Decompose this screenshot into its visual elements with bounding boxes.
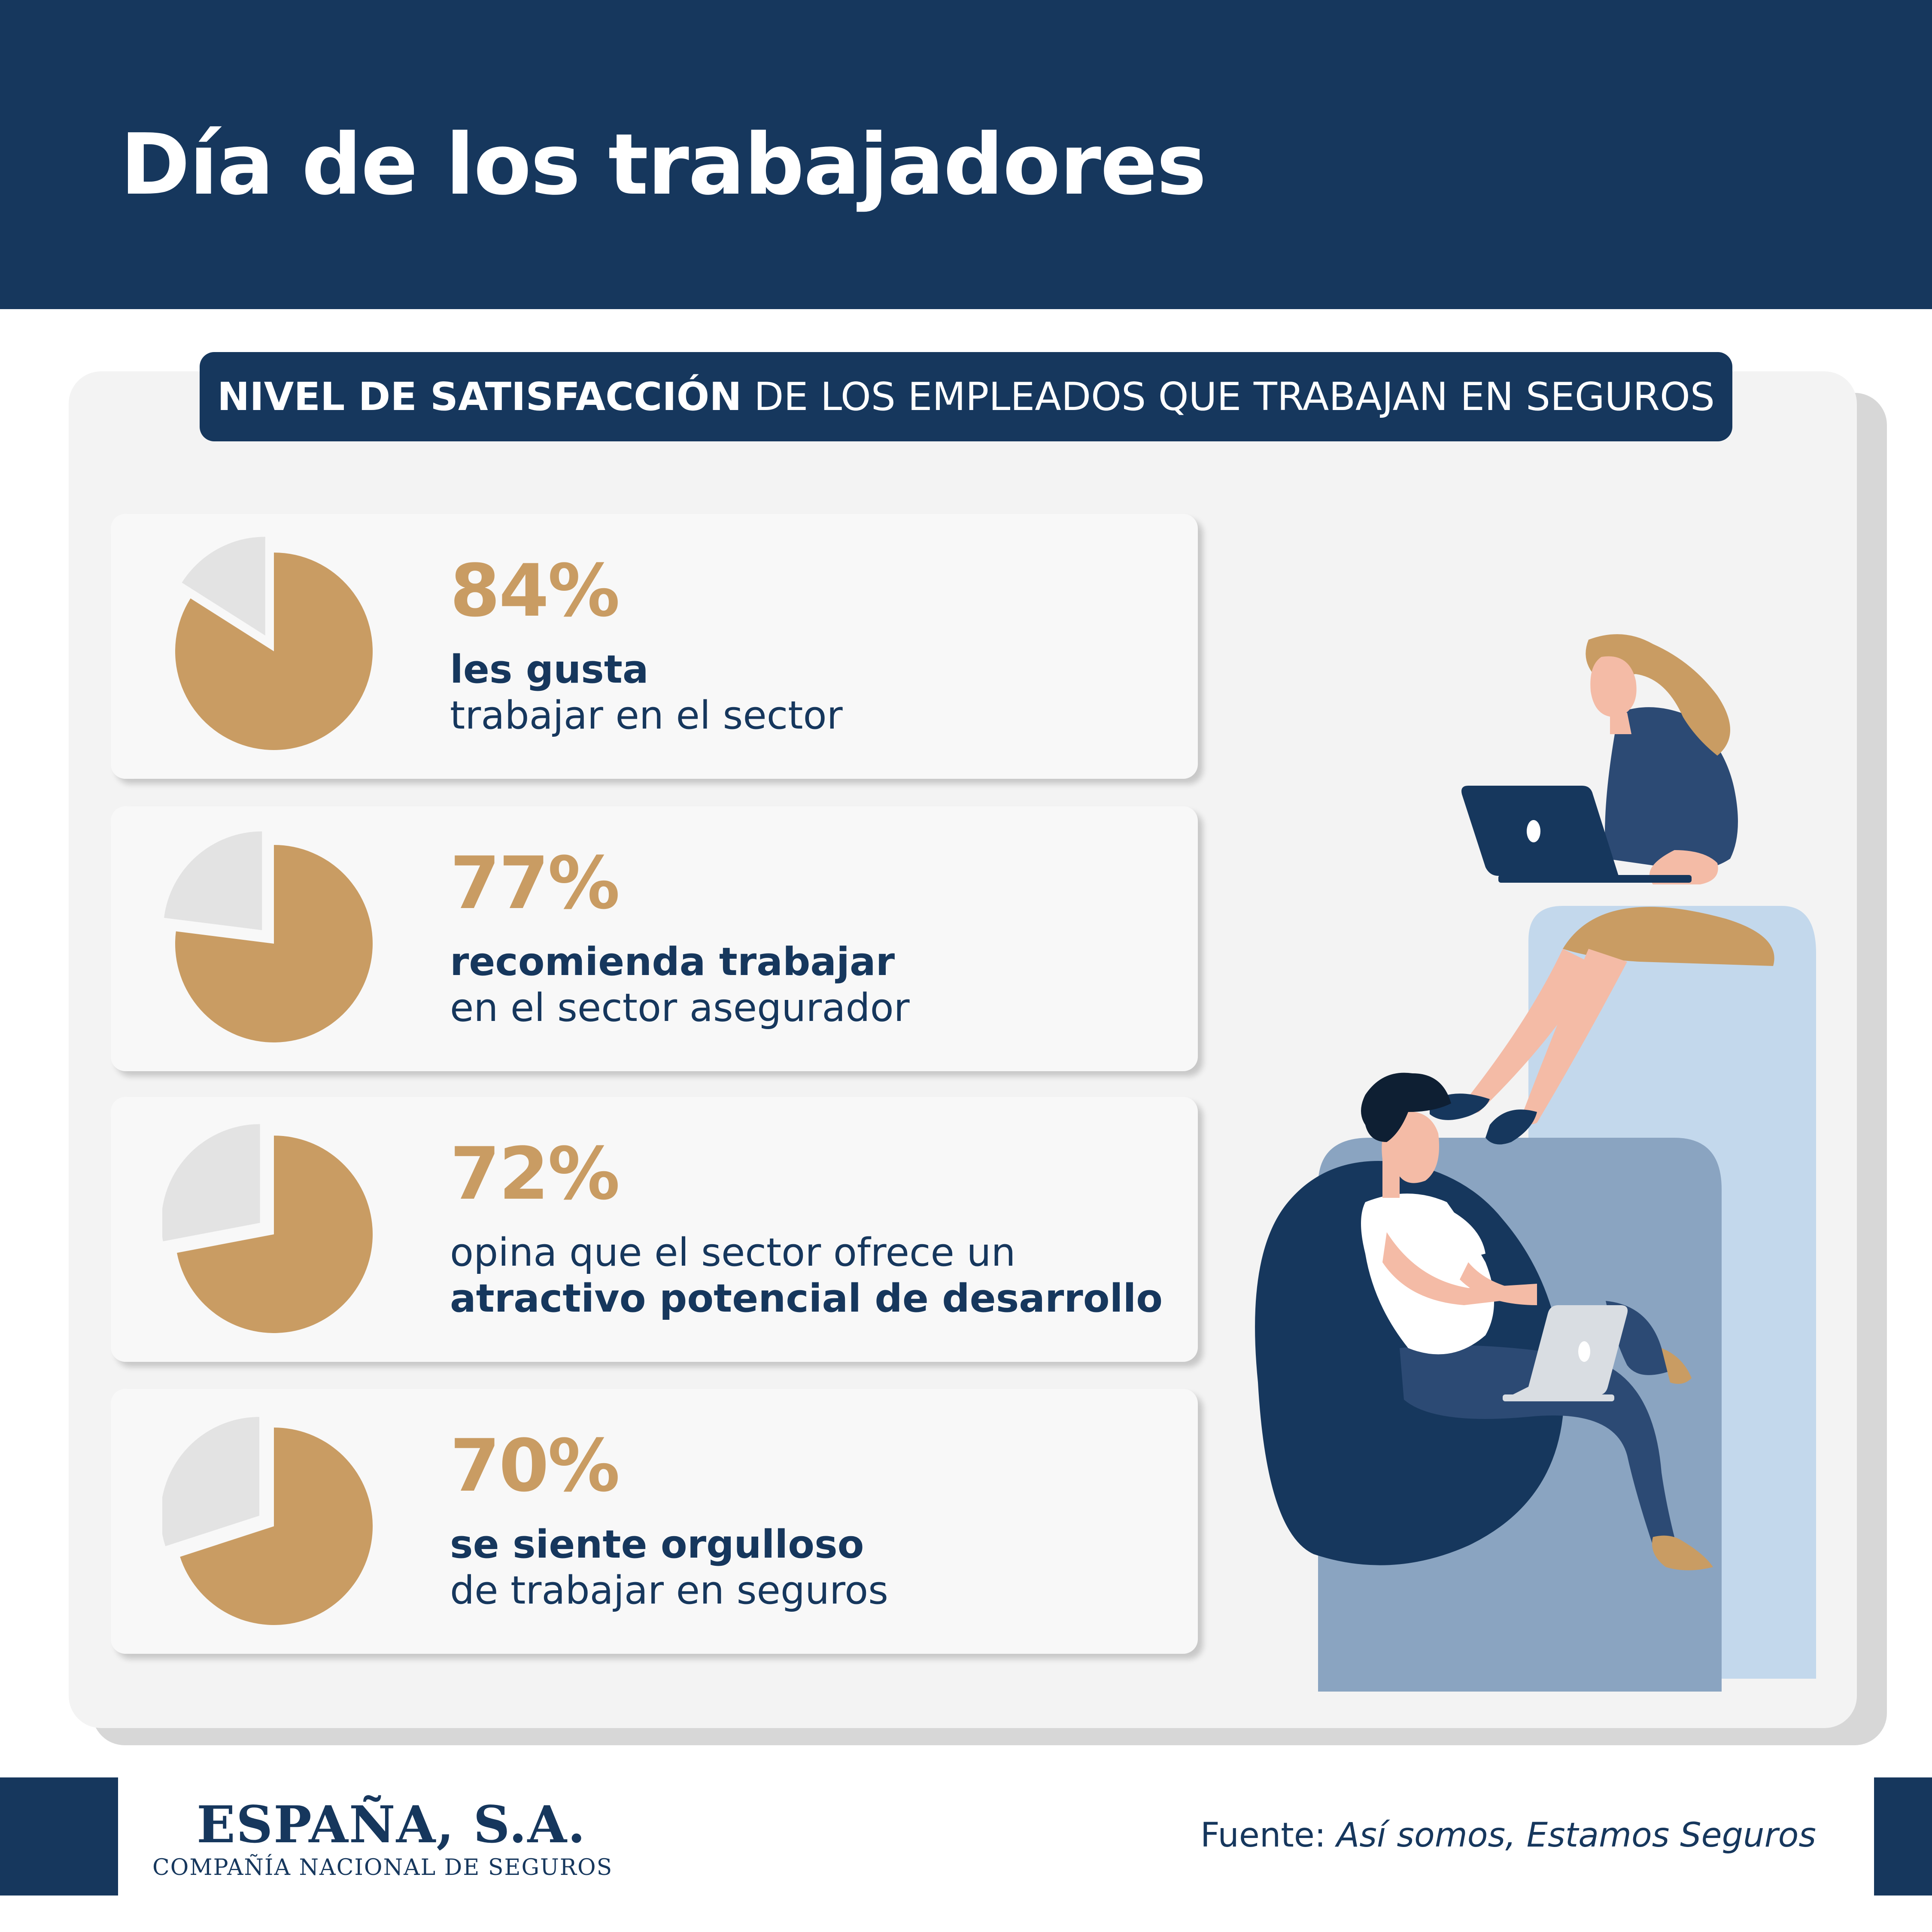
woman-figure — [1430, 634, 1774, 1145]
stat-line-1: se siente orgulloso — [450, 1522, 864, 1567]
stat-percentage: 72% — [450, 1132, 620, 1216]
laptop-icon — [1511, 1305, 1628, 1395]
pie-chart — [175, 537, 373, 750]
pie-chart — [162, 1124, 373, 1333]
brand-subtitle: COMPAÑÍA NACIONAL DE SEGUROS — [152, 1855, 613, 1880]
workers-illustration — [1255, 634, 1816, 1692]
stat-percentage: 77% — [450, 841, 620, 925]
stat-line-1: opina que el sector ofrece un — [450, 1230, 1016, 1275]
brand-logo-text: ESPAÑA, S.A. — [197, 1795, 586, 1854]
page-title: Día de los trabajadores — [120, 116, 1206, 214]
stat-card: 84% les gusta trabajar en el sector — [111, 514, 1198, 779]
source-citation: Fuente: Así somos, Estamos Seguros — [1200, 1816, 1816, 1855]
subtitle-bold: NIVEL DE SATISFACCIÓN — [217, 374, 742, 419]
footer-accent-left — [0, 1777, 118, 1896]
subtitle-rest: DE LOS EMPLEADOS QUE TRABAJAN EN SEGUROS — [741, 374, 1715, 419]
pie-slice-value — [175, 845, 373, 1042]
stat-line-2: en el sector asegurador — [450, 985, 910, 1030]
stat-line-1: recomienda trabajar — [450, 939, 895, 984]
man-figure — [1255, 1072, 1713, 1571]
stat-card: 77% recomienda trabajar en el sector ase… — [111, 806, 1198, 1071]
pie-slice-value — [180, 1428, 373, 1625]
source-title: Así somos, Estamos Seguros — [1336, 1816, 1816, 1855]
source-label: Fuente: — [1200, 1816, 1337, 1855]
header-band: Día de los trabajadores — [0, 0, 1932, 309]
pie-slice-rest — [162, 1417, 260, 1546]
pie-chart — [164, 831, 373, 1042]
stat-line-2: de trabajar en seguros — [450, 1568, 889, 1613]
stat-card: 72% opina que el sector ofrece un atract… — [111, 1097, 1198, 1362]
footer-accent-right — [1874, 1777, 1932, 1896]
stat-percentage: 70% — [450, 1424, 620, 1508]
pie-slice-rest — [182, 537, 265, 636]
section-subtitle: NIVEL DE SATISFACCIÓN DE LOS EMPLEADOS Q… — [200, 352, 1732, 441]
pie-slice-value — [177, 1136, 373, 1333]
stat-line-2: atractivo potencial de desarrollo — [450, 1276, 1163, 1321]
pie-slice-rest — [162, 1124, 260, 1242]
stat-line-1: les gusta — [450, 647, 649, 692]
pie-slice-value — [175, 553, 373, 750]
pie-slice-rest — [164, 831, 262, 930]
stat-card: 70% se siente orgulloso de trabajar en s… — [111, 1389, 1198, 1654]
stat-percentage: 84% — [450, 549, 620, 633]
stat-line-2: trabajar en el sector — [450, 693, 843, 738]
pie-chart — [162, 1417, 373, 1625]
